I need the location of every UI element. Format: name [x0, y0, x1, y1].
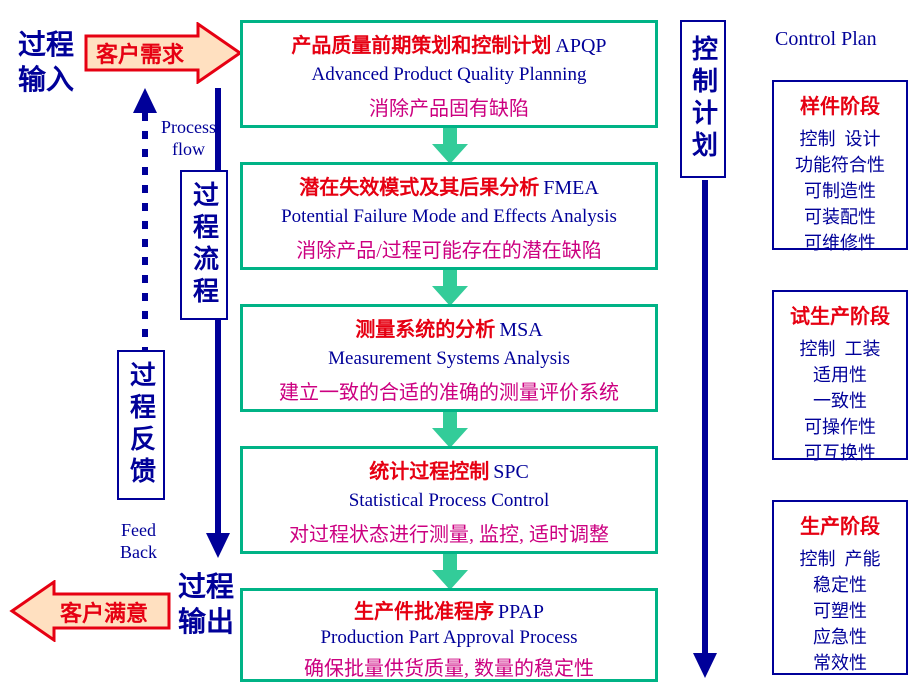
phase-box-3: 生产阶段 控制 产能 稳定性 可塑性 应急性 常效性: [772, 500, 908, 675]
block-desc: 建立一致的合适的准确的测量评价系统: [247, 376, 651, 405]
phase-row1: 控制 工装: [778, 335, 902, 361]
down-arrow-icon: [430, 554, 470, 592]
process-output-label: 过程 输出: [178, 570, 234, 640]
process-flow-arrow: [203, 88, 233, 563]
block-msa: 测量系统的分析 MSA Measurement Systems Analysis…: [240, 304, 658, 412]
block-title-cn: 产品质量前期策划和控制计划: [291, 35, 551, 57]
down-arrow-icon: [430, 412, 470, 450]
block-title-cn: 潜在失效模式及其后果分析: [299, 177, 539, 199]
block-abbr: FMEA: [543, 177, 599, 199]
phase-row1: 控制 设计: [778, 125, 902, 151]
phase-item: 稳定性: [778, 571, 902, 597]
block-title-en: Statistical Process Control: [247, 490, 651, 512]
control-plan-arrow: [690, 180, 720, 682]
block-fmea: 潜在失效模式及其后果分析 FMEA Potential Failure Mode…: [240, 162, 658, 270]
down-arrow-icon: [430, 128, 470, 166]
block-title-cn: 测量系统的分析: [355, 319, 495, 341]
phase-box-1: 样件阶段 控制 设计 功能符合性 可制造性 可装配性 可维修性: [772, 80, 908, 250]
feedback-en: Feed Back: [120, 520, 157, 563]
block-title-en: Production Part Approval Process: [247, 627, 651, 649]
process-input-label: 过程 输入: [18, 28, 74, 98]
block-title-en: Advanced Product Quality Planning: [247, 64, 651, 86]
block-abbr: MSA: [499, 319, 542, 341]
block-desc: 消除产品固有缺陷: [247, 92, 651, 121]
phase-item: 应急性: [778, 623, 902, 649]
block-desc: 消除产品/过程可能存在的潜在缺陷: [247, 234, 651, 263]
block-title-en: Potential Failure Mode and Effects Analy…: [247, 206, 651, 228]
process-flow-cn: 过程流程: [186, 181, 223, 309]
feedback-cn-box: 过程反馈: [117, 350, 165, 500]
phase-item: 可操作性: [778, 413, 902, 439]
phase-title: 样件阶段: [778, 90, 902, 119]
phase-row1: 控制 产能: [778, 545, 902, 571]
phase-item: 功能符合性: [778, 151, 902, 177]
phase-title: 试生产阶段: [778, 300, 902, 329]
control-plan-cn: 控制计划: [685, 35, 722, 163]
block-abbr: APQP: [555, 35, 606, 57]
phase-item: 可制造性: [778, 177, 902, 203]
phase-item: 可塑性: [778, 597, 902, 623]
phase-item: 可维修性: [778, 229, 902, 255]
phase-item: 可装配性: [778, 203, 902, 229]
customer-demand-text: 客户需求: [96, 37, 184, 69]
block-desc: 确保批量供货质量, 数量的稳定性: [247, 652, 651, 681]
phase-item: 一致性: [778, 387, 902, 413]
down-arrow-icon: [430, 270, 470, 308]
block-title-en: Measurement Systems Analysis: [247, 348, 651, 370]
control-plan-en: Control Plan: [775, 28, 877, 51]
phase-item: 常效性: [778, 649, 902, 675]
phase-item: 可互换性: [778, 439, 902, 465]
process-flow-cn-box: 过程流程: [180, 170, 228, 320]
block-abbr: PPAP: [498, 601, 544, 623]
phase-box-2: 试生产阶段 控制 工装 适用性 一致性 可操作性 可互换性: [772, 290, 908, 460]
block-title-cn: 统计过程控制: [369, 461, 489, 483]
phase-title: 生产阶段: [778, 510, 902, 539]
phase-item: 适用性: [778, 361, 902, 387]
control-plan-cn-box: 控制计划: [680, 20, 726, 178]
block-ppap: 生产件批准程序 PPAP Production Part Approval Pr…: [240, 588, 658, 682]
feedback-cn: 过程反馈: [123, 361, 160, 489]
customer-satisfy-text: 客户满意: [60, 596, 148, 628]
block-abbr: SPC: [493, 461, 529, 483]
block-spc: 统计过程控制 SPC Statistical Process Control 对…: [240, 446, 658, 554]
block-desc: 对过程状态进行测量, 监控, 适时调整: [247, 518, 651, 547]
block-title-cn: 生产件批准程序: [354, 601, 494, 623]
block-apqp: 产品质量前期策划和控制计划 APQP Advanced Product Qual…: [240, 20, 658, 128]
